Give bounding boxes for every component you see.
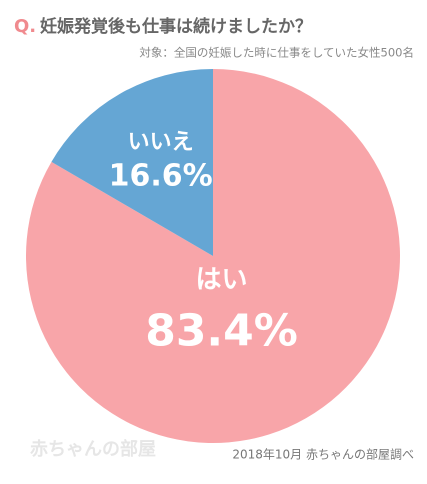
source-note: 2018年10月 赤ちゃんの部屋調べ	[232, 447, 414, 462]
slice-category: いいえ	[128, 130, 194, 155]
pie-slice	[51, 69, 213, 256]
slice-category: はい	[196, 265, 248, 295]
question-label: Q.	[14, 16, 36, 37]
pie-slice	[25, 69, 400, 443]
watermark: 赤ちゃんの部屋	[30, 438, 156, 460]
chart-subtitle: 対象：全国の妊娠した時に仕事をしていた女性500名	[139, 46, 414, 60]
slice-value-label: 16.6%	[109, 158, 213, 193]
pie	[25, 69, 400, 443]
chart-title: 妊娠発覚後も仕事は続けましたか？	[40, 16, 312, 37]
slice-value-label: 83.4%	[145, 305, 298, 356]
